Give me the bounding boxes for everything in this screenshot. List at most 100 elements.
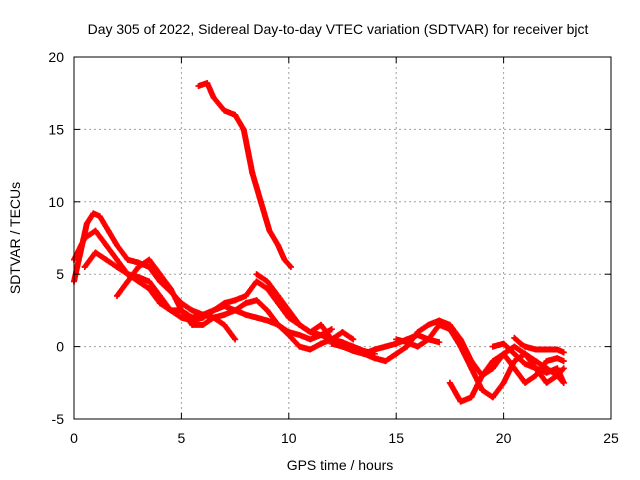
- data-point: [446, 379, 453, 386]
- data-point: [199, 321, 206, 328]
- data-point: [124, 271, 131, 278]
- data-point: [532, 372, 539, 379]
- data-point: [468, 394, 475, 401]
- data-point: [264, 307, 271, 314]
- data-point: [457, 343, 464, 350]
- data-point: [511, 334, 518, 341]
- data-point: [532, 365, 539, 372]
- data-point: [240, 126, 247, 133]
- data-point: [414, 343, 421, 350]
- data-point: [307, 336, 314, 343]
- data-point: [446, 326, 453, 333]
- data-point: [281, 256, 288, 263]
- data-point: [156, 300, 163, 307]
- data-point: [436, 321, 443, 328]
- data-point: [253, 297, 260, 304]
- data-point: [146, 285, 153, 292]
- data-point: [124, 256, 131, 263]
- data-point: [90, 210, 97, 217]
- data-point: [511, 358, 518, 365]
- data-point: [178, 314, 185, 321]
- x-tick-label: 25: [603, 430, 619, 446]
- data-point: [199, 314, 206, 321]
- data-point: [532, 346, 539, 353]
- data-point: [167, 285, 174, 292]
- series-arc-d: [113, 256, 357, 353]
- data-point: [457, 398, 464, 405]
- y-tick-label: 15: [48, 121, 64, 137]
- data-point: [264, 278, 271, 285]
- data-point: [266, 227, 273, 234]
- data-point: [339, 343, 346, 350]
- plot-border: [73, 56, 612, 420]
- data-point: [554, 365, 561, 372]
- chart-title: Day 305 of 2022, Sidereal Day-to-day VTE…: [88, 21, 589, 37]
- data-points: [71, 80, 567, 405]
- data-point: [532, 358, 539, 365]
- x-tick-label: 0: [70, 430, 78, 446]
- data-point: [135, 274, 142, 281]
- data-point: [522, 343, 529, 350]
- data-point: [543, 346, 550, 353]
- data-point: [414, 329, 421, 336]
- data-point: [318, 340, 325, 347]
- data-point: [242, 292, 249, 299]
- data-point: [232, 307, 239, 314]
- data-point: [318, 332, 325, 339]
- data-point: [124, 278, 131, 285]
- data-point: [425, 321, 432, 328]
- data-point: [371, 346, 378, 353]
- data-point: [146, 263, 153, 270]
- data-point: [339, 329, 346, 336]
- data-point: [425, 336, 432, 343]
- data-point: [511, 350, 518, 357]
- x-tick-label: 15: [388, 430, 404, 446]
- data-point: [92, 249, 99, 256]
- data-point: [522, 350, 529, 357]
- data-point: [285, 307, 292, 314]
- data-point: [210, 314, 217, 321]
- data-point: [146, 256, 153, 263]
- data-point: [296, 321, 303, 328]
- data-point: [318, 321, 325, 328]
- data-point: [560, 358, 567, 365]
- data-point: [489, 394, 496, 401]
- data-point: [489, 343, 496, 350]
- data-point: [113, 242, 120, 249]
- data-point: [253, 314, 260, 321]
- data-point: [156, 278, 163, 285]
- data-point: [103, 256, 110, 263]
- data-point: [500, 379, 507, 386]
- data-point: [436, 339, 443, 346]
- data-point: [232, 336, 239, 343]
- x-tick-label: 10: [281, 430, 297, 446]
- data-point: [554, 346, 561, 353]
- data-point: [113, 292, 120, 299]
- y-tick-label: -5: [52, 411, 65, 427]
- y-tick-label: 0: [56, 339, 64, 355]
- data-point: [105, 227, 112, 234]
- data-point: [210, 307, 217, 314]
- data-point: [382, 343, 389, 350]
- series-arc-i: [489, 340, 567, 386]
- data-point: [511, 343, 518, 350]
- data-point: [522, 360, 529, 367]
- data-point: [167, 307, 174, 314]
- data-point: [468, 365, 475, 372]
- series-arc-g: [393, 321, 567, 401]
- y-tick-label: 10: [48, 194, 64, 210]
- data-point: [178, 307, 185, 314]
- series-arc-h: [446, 350, 567, 405]
- data-point: [221, 311, 228, 318]
- data-point: [264, 317, 271, 324]
- data-point: [328, 326, 335, 333]
- data-point: [135, 263, 142, 270]
- data-point: [113, 263, 120, 270]
- data-point: [242, 300, 249, 307]
- data-point: [287, 263, 294, 270]
- x-axis-label: GPS time / hours: [287, 457, 394, 473]
- data-point: [275, 300, 282, 307]
- data-point: [489, 365, 496, 372]
- data-point: [195, 82, 202, 89]
